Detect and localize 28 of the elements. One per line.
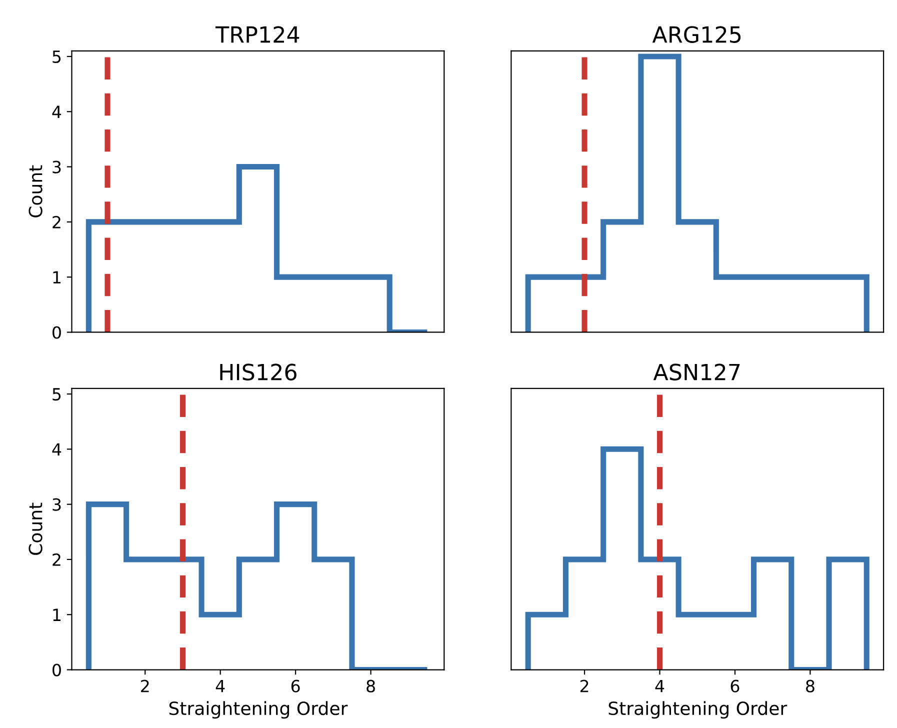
y-axis-title: Count bbox=[28, 502, 42, 555]
chart-title: TRP124 bbox=[215, 26, 300, 43]
x-tick-label: 4 bbox=[655, 680, 664, 692]
y-tick-label: 2 bbox=[52, 216, 60, 228]
y-tick-label: 3 bbox=[52, 160, 61, 174]
chart-title: ASN127 bbox=[653, 364, 740, 380]
chart-title: ARG125 bbox=[652, 26, 741, 43]
y-tick-label: 5 bbox=[52, 50, 61, 64]
x-tick-label: 2 bbox=[580, 680, 588, 692]
x-tick-label: 8 bbox=[366, 680, 375, 692]
y-tick-label: 3 bbox=[52, 498, 61, 511]
y-tick-label: 0 bbox=[52, 326, 61, 339]
y-tick-label: 2 bbox=[52, 553, 60, 566]
y-tick-label: 5 bbox=[52, 388, 61, 401]
y-tick-label: 1 bbox=[53, 608, 60, 621]
y-tick-label: 0 bbox=[52, 664, 61, 676]
x-tick-label: 6 bbox=[291, 680, 300, 692]
y-tick-label: 4 bbox=[52, 443, 62, 456]
chart-title: HIS126 bbox=[220, 364, 296, 380]
x-tick-label: 2 bbox=[141, 680, 149, 692]
x-tick-label: 8 bbox=[806, 680, 814, 692]
y-axis-title: Count bbox=[28, 165, 42, 218]
y-tick-label: 4 bbox=[52, 106, 62, 118]
y-tick-label: 1 bbox=[53, 271, 60, 284]
x-tick-label: 6 bbox=[730, 680, 740, 692]
x-tick-label: 4 bbox=[216, 680, 225, 692]
x-axis-title: Straightening Order bbox=[169, 701, 348, 719]
x-axis-title: Straightening Order bbox=[608, 701, 788, 719]
